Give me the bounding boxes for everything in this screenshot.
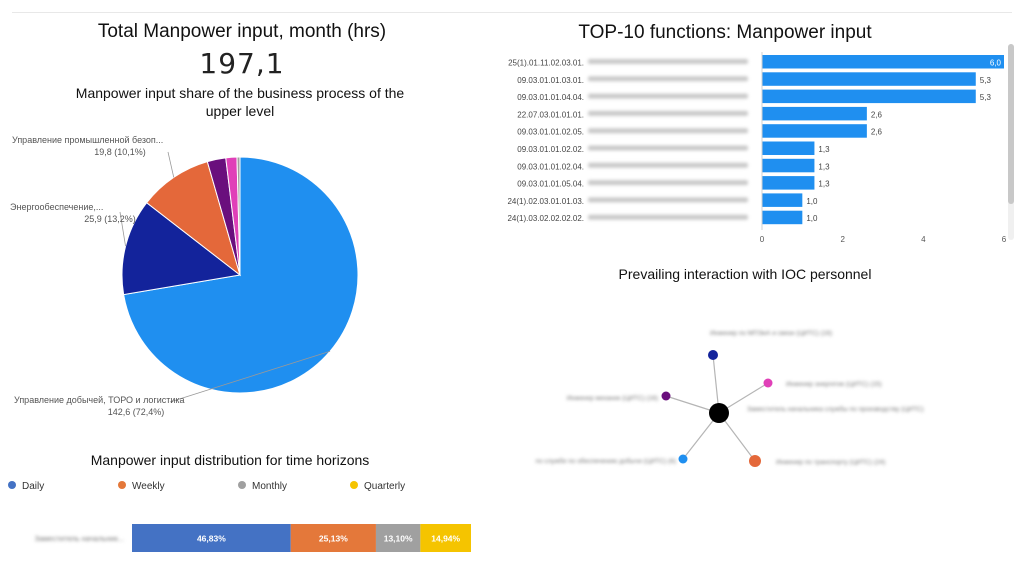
pie-slice-value: 19,8 (10,1%) (94, 147, 146, 157)
top10-scrollbar[interactable] (1008, 44, 1014, 240)
bar (762, 72, 976, 86)
network-node (749, 455, 761, 467)
bar-x-tick-label: 2 (840, 235, 845, 244)
stacked-bar-segment (420, 524, 471, 552)
pie-slice-label: Управление промышленной безоп... (12, 135, 163, 145)
stacked-bar-value-label: 46,83% (197, 534, 226, 544)
bar-category-description-blurred (588, 145, 748, 151)
pie-slice (236, 156, 241, 276)
stacked-bar-value-label: 13,10% (384, 534, 413, 544)
network-node (708, 350, 718, 360)
stacked-bar-segment (375, 524, 421, 552)
bar-category-label: 09.03.01.01.02.05. (517, 128, 584, 137)
bar-category-description-blurred (588, 128, 748, 134)
legend-marker (118, 481, 126, 489)
bar-value-label: 5,3 (980, 76, 992, 85)
bar (762, 124, 867, 138)
legend-marker (350, 481, 358, 489)
bar (762, 89, 976, 104)
pie-slice (146, 160, 241, 277)
stacked-bar-segment (290, 524, 376, 552)
bar-value-label: 6,0 (990, 59, 1002, 68)
network-center-node (709, 403, 729, 423)
network-node (763, 378, 773, 388)
pie-chart: Управление добычей, ТОРО и логистика 142,… (10, 135, 359, 417)
bar (762, 55, 1004, 69)
network-node-label-blurred: Заместитель начальника службы по произво… (747, 405, 924, 413)
total-manpower-title: Total Manpower input, month (hrs) (97, 21, 387, 42)
bar-category-description-blurred (588, 214, 748, 220)
network-node-label-blurred: Инженер по МПЭиА и связи (ЦИТС) (16) (710, 330, 832, 337)
bar-value-label: 2,6 (871, 110, 883, 119)
bar-x-tick-label: 6 (1002, 235, 1007, 244)
network-node-label-blurred: по службе по обеспечению добычи (ЦИТС) (… (535, 457, 676, 465)
horizon-chart-title: Manpower input distribution for time hor… (90, 452, 370, 468)
stacked-bar-value-label: 14,94% (431, 534, 460, 544)
pie-leader-line (119, 211, 126, 247)
top10-scrollbar-thumb[interactable] (1008, 44, 1014, 204)
bar-category-label: 09.03.01.01.04.04. (517, 93, 584, 102)
network-node (661, 391, 671, 401)
pie-leader-line (167, 151, 175, 178)
bar-category-label: 24(1).03.02.02.02.02. (507, 214, 584, 223)
bar-x-tick-label: 4 (921, 235, 926, 244)
bar-category-label: 25(1).01.11.02.03.01. (508, 59, 584, 68)
legend-label: Monthly (252, 481, 287, 492)
bar-category-label: 09.03.01.01.02.04. (517, 162, 584, 171)
bar-category-description-blurred (588, 110, 748, 116)
bar-category-description-blurred (588, 59, 748, 64)
stacked-bar-value-label: 25,13% (319, 534, 348, 544)
pie-slice-label: Энергообеспечение,... (10, 202, 103, 212)
pie-chart-title: Manpower input share of the business pro… (75, 85, 405, 119)
top-divider (12, 12, 1012, 13)
network-node-label-blurred: Инженер по транспорту (ЦИТС) (24) (776, 459, 885, 466)
top10-bar-chart: 25(1).01.11.02.03.01. 6,0 09.03.01.01.03.0… (507, 52, 1007, 244)
pie-leader-line (169, 350, 331, 403)
bar-value-label: 2,6 (871, 128, 883, 137)
bar-category-label: 09.03.01.01.02.02. (517, 145, 584, 154)
bar (762, 210, 803, 225)
bar-category-description-blurred (588, 180, 748, 186)
bar-category-description-blurred (588, 197, 748, 203)
interaction-network: Инженер по МПЭиА и связи (ЦИТС) (16) Инже… (535, 330, 924, 467)
bar (762, 141, 815, 155)
bar (762, 176, 815, 190)
pie-slice-label: Управление добычей, ТОРО и логистика (14, 395, 185, 405)
bar-category-description-blurred (588, 76, 748, 82)
stacked-bar-category-blurred: Заместитель начальник... (35, 534, 124, 543)
network-node-label-blurred: Инженер механик (ЦИТС) (16) (567, 395, 658, 402)
network-node (678, 454, 688, 464)
total-manpower-value: 197,1 (199, 47, 285, 80)
pie-slice-value: 25,9 (13,2%) (84, 214, 136, 224)
bar-category-description-blurred (588, 162, 748, 168)
network-node-label-blurred: Инженер энергетик (ЦИТС) (15) (786, 381, 882, 388)
bar-value-label: 5,3 (980, 93, 992, 102)
bar-value-label: 1,3 (818, 145, 830, 154)
legend-label: Daily (22, 481, 44, 492)
bar-category-label: 09.03.01.01.03.01. (517, 76, 584, 85)
horizon-stacked-bar: Daily Weekly Monthly Quarterly 46,83% 25,13% 1… (8, 481, 471, 552)
bar-value-label: 1,0 (806, 214, 818, 223)
bar-category-label: 22.07.03.01.01.01. (517, 110, 584, 119)
pie-slice (121, 202, 242, 296)
stacked-bar-segment (132, 524, 291, 552)
bar-x-tick-label: 0 (760, 235, 765, 244)
legend-label: Quarterly (364, 481, 405, 492)
pie-slice-value: 142,6 (72,4%) (108, 407, 165, 417)
legend-marker (238, 481, 246, 489)
bar-category-label: 09.03.01.01.05.04. (517, 180, 584, 189)
bar (762, 158, 815, 173)
bar-value-label: 1,0 (806, 197, 818, 206)
bar-category-description-blurred (588, 93, 748, 99)
top10-chart-title: TOP-10 functions: Manpower input (578, 22, 872, 43)
legend-label: Weekly (132, 481, 165, 492)
legend-marker (8, 481, 16, 489)
bar-category-label: 24(1).02.03.01.01.03. (507, 197, 584, 206)
bar-value-label: 1,3 (818, 162, 830, 171)
network-chart-title: Prevailing interaction with IOC personne… (618, 266, 872, 282)
bar (762, 106, 867, 121)
bar-value-label: 1,3 (818, 180, 830, 189)
bar (762, 193, 803, 207)
